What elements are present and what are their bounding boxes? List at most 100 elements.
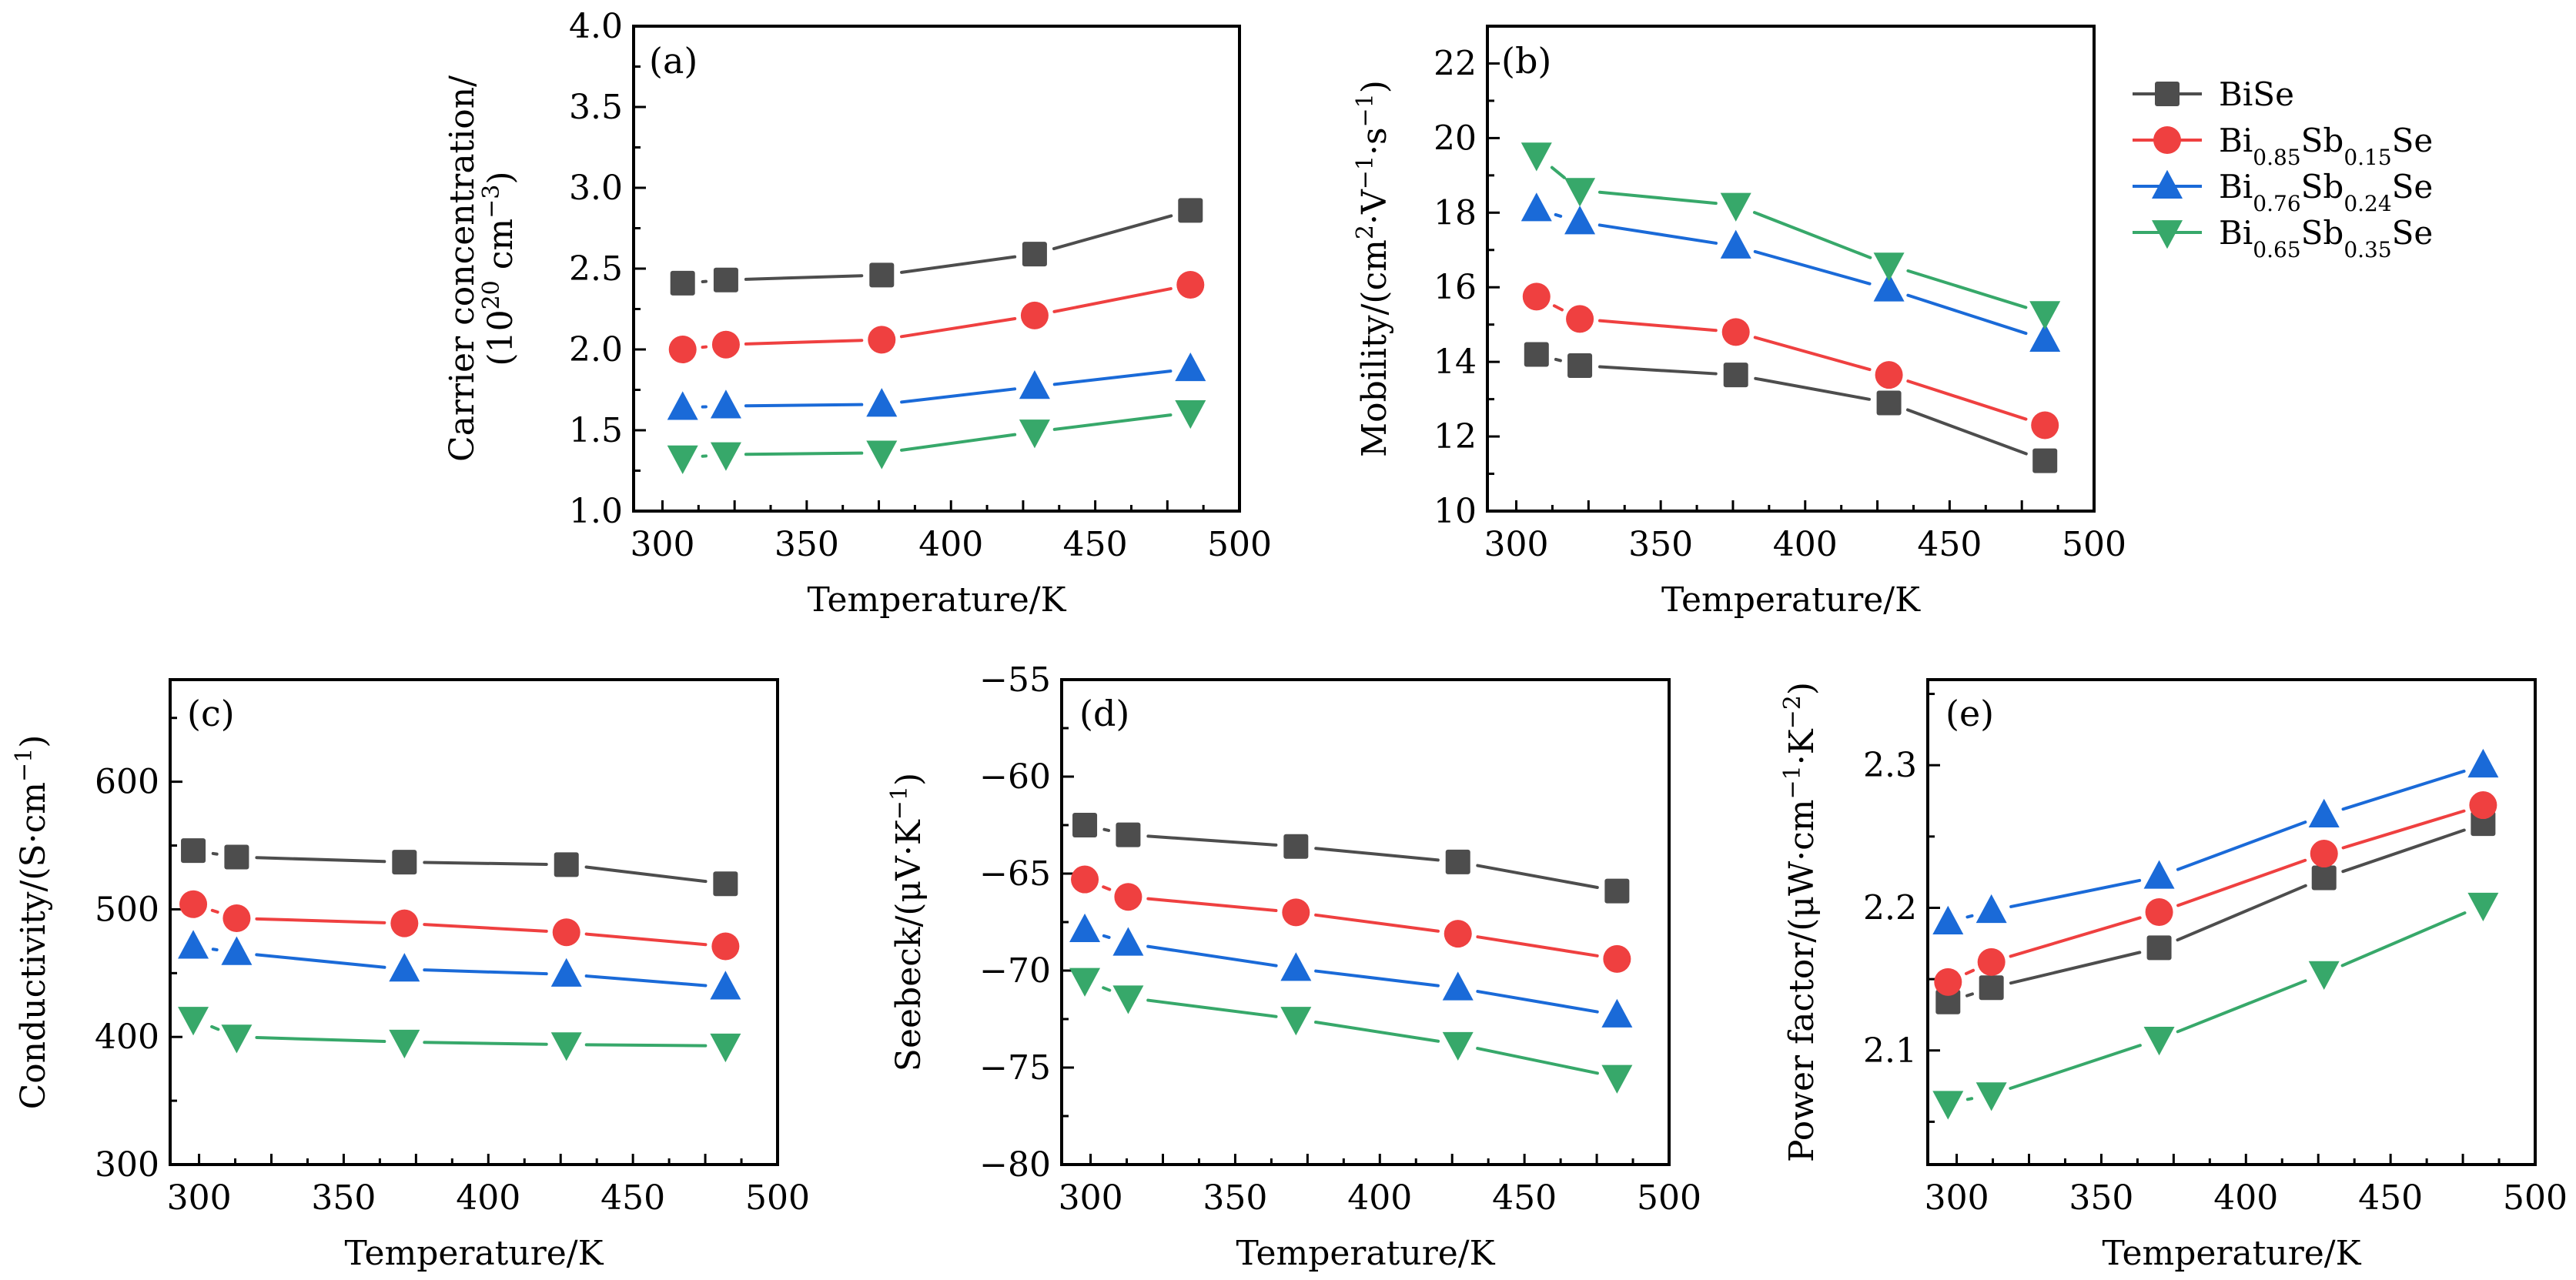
series-line-segment xyxy=(1102,885,1112,891)
x-tick-label: 300 xyxy=(167,1178,232,1218)
series-line-segment xyxy=(423,1041,548,1046)
series-Bi0.65Sb0.35Se xyxy=(1932,892,2499,1120)
y-tick-label: −70 xyxy=(979,951,1051,991)
y-tick-label: 16 xyxy=(1434,268,1477,307)
data-point-marker-0 xyxy=(668,336,697,363)
series-line-segment xyxy=(2009,1044,2142,1091)
legend-marker-1 xyxy=(2153,126,2181,154)
legend-entry: Bi0.85Sb0.15Se xyxy=(2133,122,2433,170)
x-tick-label: 300 xyxy=(1059,1178,1123,1218)
x-tick-label: 400 xyxy=(918,525,983,564)
series-line-segment xyxy=(1552,304,1564,312)
y-tick-label: 18 xyxy=(1434,193,1477,232)
x-tick-label: 400 xyxy=(2213,1178,2278,1218)
series-line-segment xyxy=(2009,916,2142,958)
series-line-segment xyxy=(2340,911,2467,968)
y-tick-label: −65 xyxy=(979,854,1051,894)
x-tick-label: 500 xyxy=(2503,1178,2568,1218)
series-line-segment xyxy=(255,856,386,864)
series-Bi0.76Sb0.24Se xyxy=(178,930,741,1000)
series-line-segment xyxy=(1314,847,1440,862)
data-point-marker-1 xyxy=(1116,822,1141,847)
series-line-segment xyxy=(1102,986,1112,992)
series-Bi0.85Sb0.15Se xyxy=(1934,791,2497,996)
series-line-segment xyxy=(1102,934,1111,939)
series-line-segment xyxy=(255,917,386,924)
data-point-marker-4 xyxy=(2029,323,2061,353)
data-point-marker-1 xyxy=(713,267,738,292)
series-Bi0.85Sb0.15Se xyxy=(179,890,740,961)
data-point-marker-0 xyxy=(1934,968,1962,996)
data-point-marker-1 xyxy=(224,844,249,870)
series-BiSe xyxy=(1072,813,1630,904)
data-point-marker-3 xyxy=(1442,1031,1474,1061)
y-tick-label: 400 xyxy=(95,1018,159,1057)
data-point-marker-1 xyxy=(1975,894,2007,924)
series-line-segment xyxy=(744,403,864,408)
data-point-marker-2 xyxy=(2146,935,2172,961)
y-tick-label: 22 xyxy=(1434,44,1477,83)
series-Bi0.65Sb0.35Se xyxy=(1069,968,1633,1094)
y-tick-label: 300 xyxy=(95,1145,159,1185)
data-point-marker-0 xyxy=(1522,282,1551,311)
data-point-marker-4 xyxy=(2469,791,2497,820)
data-point-marker-3 xyxy=(1875,361,1903,389)
x-axis-label: Temperature/K xyxy=(808,580,1067,620)
data-point-marker-2 xyxy=(869,262,895,288)
series-line-segment xyxy=(1965,1097,1974,1101)
series-line-segment xyxy=(1146,834,1278,847)
data-point-marker-4 xyxy=(1176,271,1205,299)
data-point-marker-1 xyxy=(711,330,740,359)
data-point-marker-4 xyxy=(2032,448,2058,473)
data-point-marker-3 xyxy=(1442,971,1474,1001)
series-BiSe xyxy=(1935,811,2496,1014)
series-line-segment xyxy=(701,345,708,349)
series-line-segment xyxy=(1476,990,1599,1014)
series-line-segment xyxy=(1052,214,1173,251)
series-line-segment xyxy=(1146,998,1278,1018)
series-line-segment xyxy=(1052,369,1173,386)
series-line-segment xyxy=(423,861,548,866)
series-line-segment xyxy=(1598,365,1718,376)
y-tick-label: 14 xyxy=(1434,343,1477,382)
series-line-segment xyxy=(2176,820,2307,871)
series-line-segment xyxy=(1314,913,1440,933)
data-point-marker-2 xyxy=(1723,363,1748,388)
data-point-marker-3 xyxy=(2311,865,2337,891)
data-point-marker-0 xyxy=(181,838,206,864)
series-Bi0.76Sb0.24Se xyxy=(1521,192,2061,353)
data-point-marker-2 xyxy=(868,326,896,354)
x-tick-label: 350 xyxy=(2069,1178,2133,1218)
data-point-marker-2 xyxy=(2145,898,2173,927)
legend-label: Bi0.76Sb0.24Se xyxy=(2219,168,2433,216)
data-point-marker-3 xyxy=(1022,242,1047,267)
x-axis-label: Temperature/K xyxy=(1236,1234,1496,1273)
series-line-segment xyxy=(1146,944,1278,968)
series-Bi0.85Sb0.15Se xyxy=(668,271,1205,363)
x-tick-label: 350 xyxy=(774,525,839,564)
panel-d-seebeck: 300 350 400 450 500 −80 −75 −70 −65 −60 −55 Tempera… xyxy=(886,660,1701,1273)
data-point-marker-0 xyxy=(179,890,208,918)
series-line-segment xyxy=(255,953,386,969)
y-tick-label: 3.0 xyxy=(569,169,623,208)
data-point-marker-3 xyxy=(1020,301,1049,329)
series-line-segment xyxy=(1052,287,1173,313)
x-tick-label: 450 xyxy=(1063,525,1128,564)
data-point-marker-1 xyxy=(1114,883,1142,911)
series-line-segment xyxy=(210,1024,220,1031)
data-point-marker-1 xyxy=(710,389,741,419)
series-line-segment xyxy=(744,339,864,346)
y-axis-label: Power factor/(μW·cm−1·K−2) xyxy=(1779,682,1822,1162)
data-point-marker-4 xyxy=(1603,944,1631,973)
data-point-marker-0 xyxy=(178,1007,209,1036)
data-point-marker-4 xyxy=(2467,892,2499,922)
series-line-segment xyxy=(1965,992,1974,998)
data-point-marker-0 xyxy=(667,391,698,420)
data-point-marker-3 xyxy=(550,957,582,987)
series-line-segment xyxy=(584,1043,708,1048)
y-tick-label: 1.0 xyxy=(569,492,623,531)
series-line-segment xyxy=(1753,336,1872,372)
series-line-segment xyxy=(2341,769,2466,811)
legend-entry: Bi0.65Sb0.35Se xyxy=(2133,214,2433,262)
